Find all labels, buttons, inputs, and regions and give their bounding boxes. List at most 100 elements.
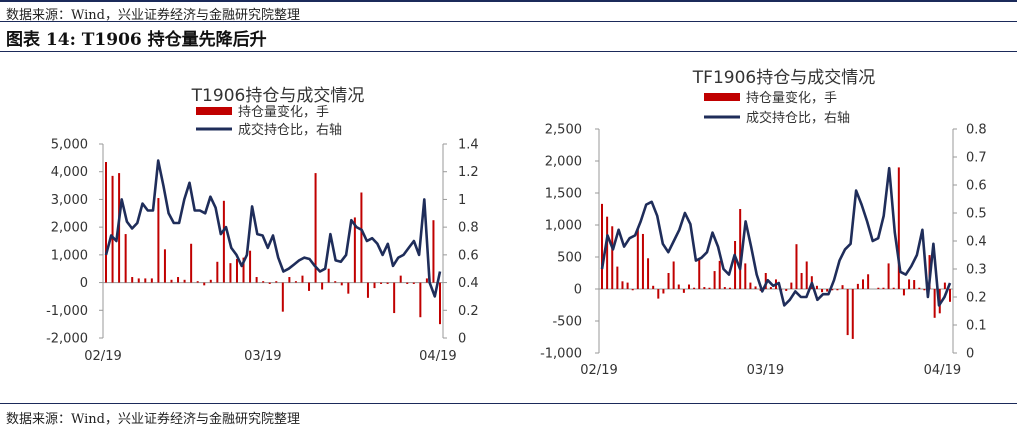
bar [111, 175, 114, 283]
bar [897, 167, 900, 289]
title-divider [0, 51, 1017, 52]
left-tick-label: 2,000 [51, 221, 88, 236]
legend-label-bar: 持仓量变化，手 [238, 104, 329, 120]
bar [933, 289, 936, 318]
bar [918, 287, 921, 289]
bar [723, 287, 726, 289]
bar [144, 278, 147, 283]
bar [626, 282, 629, 289]
right-tick-label: 1.4 [458, 138, 479, 153]
bar [841, 285, 844, 289]
bar [321, 282, 324, 290]
bar [836, 289, 839, 291]
chart-title: TF1906持仓与成交情况 [692, 68, 875, 88]
bar [353, 217, 356, 283]
bar [190, 243, 193, 283]
right-tick-label: 0.5 [966, 207, 987, 222]
legend-label-line: 成交持仓比，右轴 [238, 122, 342, 138]
bar [216, 261, 219, 283]
bar [235, 259, 238, 283]
bar [662, 289, 665, 294]
bar [805, 261, 808, 289]
bar [412, 282, 415, 284]
bar [406, 282, 409, 284]
right-tick-label: 0.3 [966, 263, 987, 278]
bar [222, 200, 225, 283]
chart-title: T1906持仓与成交情况 [191, 86, 365, 106]
bar [892, 287, 895, 289]
source-note-top: 数据来源：Wind，兴业证券经济与金融研究院整理 [6, 8, 300, 23]
bar [268, 282, 271, 284]
right-tick-label: 0.6 [458, 248, 479, 263]
bar [764, 273, 767, 289]
bar [652, 285, 655, 289]
right-tick-label: 0.7 [966, 151, 987, 166]
bar [177, 277, 180, 283]
right-tick-label: 1 [458, 193, 466, 208]
bar [856, 283, 859, 289]
bar [275, 281, 278, 283]
bar [334, 281, 337, 283]
bar [294, 281, 297, 283]
left-tick-label: 2,500 [545, 123, 582, 138]
bar [425, 278, 428, 283]
bar [262, 281, 265, 283]
legend-bar-swatch [704, 93, 740, 101]
bar [301, 275, 304, 283]
bar [677, 284, 680, 289]
bar [399, 275, 402, 283]
bar [887, 263, 890, 289]
right-tick-label: 0.6 [966, 179, 987, 194]
bar [150, 278, 153, 283]
bar [209, 279, 212, 283]
bar [826, 289, 829, 292]
x-tick-label: 04/19 [419, 349, 456, 364]
bar [943, 282, 946, 289]
bar [923, 289, 926, 291]
bar [703, 287, 706, 289]
bar [831, 289, 834, 291]
left-tick-label: 1,500 [545, 187, 582, 202]
bar [882, 287, 885, 289]
left-tick-label: 3,000 [51, 193, 88, 208]
bar [795, 244, 798, 289]
bar [647, 258, 650, 289]
top-rule [0, 0, 1017, 2]
bar [621, 281, 624, 289]
bar [611, 226, 614, 289]
bar [846, 289, 849, 336]
bar [393, 282, 396, 314]
bar [327, 268, 330, 283]
bar [800, 273, 803, 289]
bar [744, 263, 747, 289]
right-tick-label: 0.4 [458, 276, 479, 291]
left-tick-label: -1,000 [540, 347, 582, 362]
left-tick-label: 5,000 [51, 138, 88, 153]
bar [203, 282, 206, 286]
bar [373, 282, 376, 289]
left-tick-label: 2,000 [545, 155, 582, 170]
right-tick-label: 0.8 [966, 123, 987, 138]
bar [255, 277, 258, 283]
footer-divider [0, 403, 1017, 404]
bar [432, 220, 435, 283]
bar [769, 287, 772, 289]
bar [439, 282, 441, 325]
bar [242, 257, 245, 283]
bar [131, 277, 134, 283]
right-tick-label: 0.4 [966, 235, 987, 250]
right-tick-label: 0.1 [966, 319, 987, 334]
left-tick-label: 1,000 [545, 219, 582, 234]
left-tick-label: 4,000 [51, 165, 88, 180]
bar [902, 289, 905, 296]
x-tick-label: 03/19 [244, 349, 281, 364]
legend-label-line: 成交持仓比，右轴 [746, 110, 850, 126]
bar [815, 285, 818, 289]
bar [183, 279, 186, 283]
bar [606, 216, 609, 289]
bar [340, 282, 343, 286]
bar [667, 273, 670, 289]
bar [419, 282, 422, 318]
